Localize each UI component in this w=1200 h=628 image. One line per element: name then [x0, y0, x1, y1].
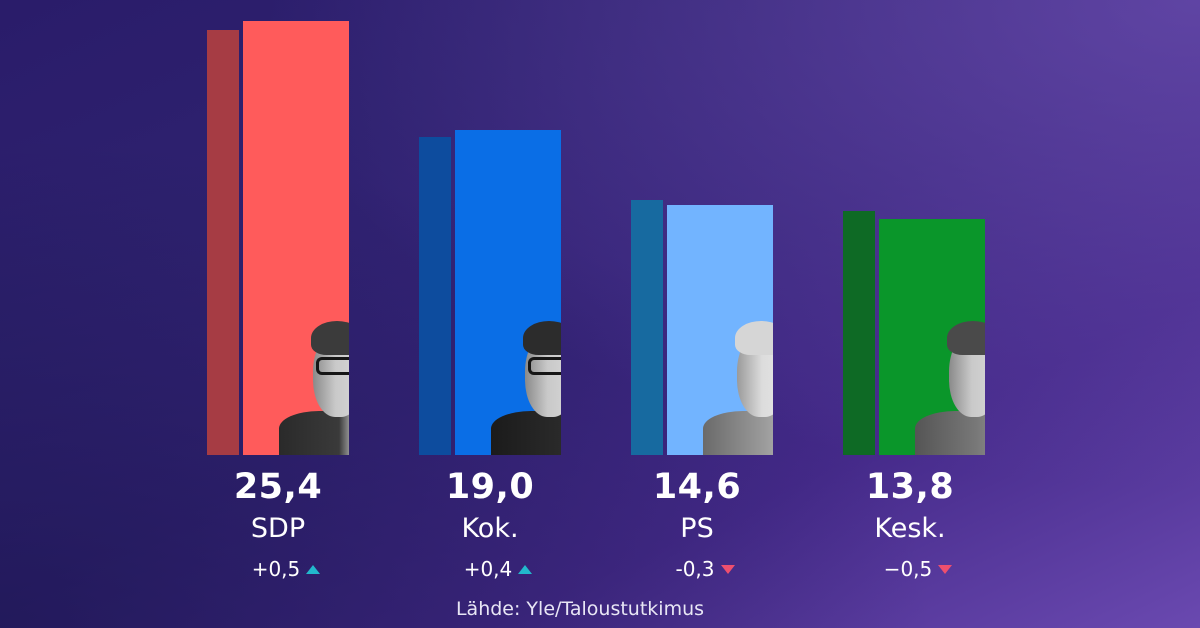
- party-name: SDP: [250, 513, 306, 544]
- labels-ps: 14,6 PS -0,3: [607, 466, 787, 582]
- change-indicator: -0,3: [607, 556, 787, 582]
- change-value: -0,3: [675, 557, 715, 581]
- triangle-down-icon: [938, 564, 953, 574]
- party-name: Kesk.: [874, 513, 946, 544]
- leader-portrait-sdp: [279, 290, 349, 455]
- leader-portrait-kesk: [915, 275, 985, 455]
- bar-previous-ps: [631, 200, 663, 455]
- portrait-hair: [523, 321, 561, 355]
- bar-current-sdp: [243, 21, 349, 455]
- bar-previous-sdp: [207, 30, 239, 455]
- portrait-glasses: [316, 357, 349, 375]
- labels-sdp: 25,4 SDP +0,5: [188, 466, 368, 582]
- labels-kesk: 13,8 Kesk. −0,5: [820, 466, 1000, 582]
- party-group-ps: [631, 0, 773, 628]
- source-credit: Lähde: Yle/Taloustutkimus: [455, 598, 705, 620]
- party-group-sdp: [207, 0, 349, 628]
- portrait-hair: [735, 321, 773, 355]
- portrait-body: [491, 411, 561, 455]
- party-group-kok: [419, 0, 561, 628]
- party-group-kesk: [843, 0, 985, 628]
- bar-previous-kesk: [843, 211, 875, 455]
- leader-portrait-ps: [703, 290, 773, 455]
- triangle-up-icon: [518, 564, 533, 574]
- leader-portrait-kok: [491, 287, 561, 455]
- party-name: Kok.: [461, 513, 519, 544]
- bar-previous-kok: [419, 137, 451, 455]
- change-indicator: +0,4: [400, 556, 580, 582]
- value-label: 13,8: [865, 467, 955, 507]
- triangle-up-icon: [306, 564, 321, 574]
- portrait-body: [703, 411, 773, 455]
- change-indicator: −0,5: [820, 556, 1000, 582]
- change-indicator: +0,5: [188, 556, 368, 582]
- labels-kok: 19,0 Kok. +0,4: [400, 466, 580, 582]
- change-value: +0,4: [463, 557, 513, 581]
- bar-current-ps: [667, 205, 773, 455]
- portrait-hair: [311, 321, 349, 355]
- value-label: 14,6: [652, 467, 742, 507]
- value-label: 25,4: [233, 467, 323, 507]
- portrait-body: [279, 411, 349, 455]
- change-value: −0,5: [883, 557, 933, 581]
- party-name: PS: [680, 513, 714, 544]
- portrait-glasses: [528, 357, 561, 375]
- bar-current-kok: [455, 130, 561, 455]
- value-label: 19,0: [445, 467, 535, 507]
- triangle-down-icon: [720, 564, 735, 574]
- bar-current-kesk: [879, 219, 985, 455]
- portrait-hair: [947, 321, 985, 355]
- portrait-body: [915, 411, 985, 455]
- change-value: +0,5: [251, 557, 301, 581]
